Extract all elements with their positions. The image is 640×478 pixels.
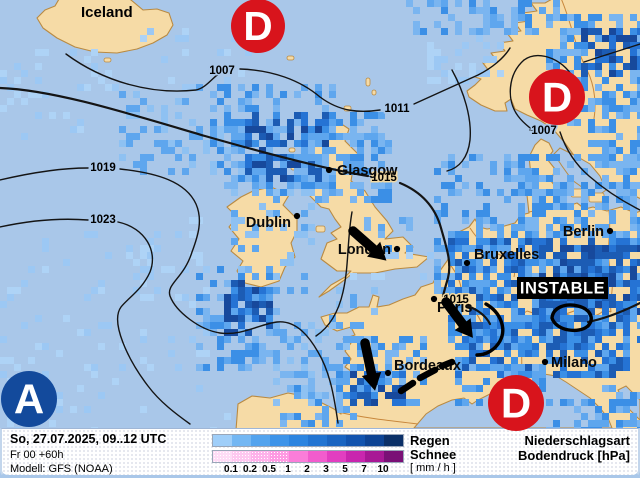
scale-tick-7: 7 [361, 464, 367, 475]
city-dublin: Dublin [246, 212, 301, 231]
snow-scale-segment [384, 451, 403, 462]
scale-tick-labels: 0.1 0.2 0.5 1 2 3 5 7 10 [212, 464, 404, 477]
city-name-milano: Milano [551, 355, 597, 371]
rain-scale-segment [232, 435, 251, 446]
snow-scale-segment [308, 451, 327, 462]
rain-caption: Regen [410, 432, 450, 448]
legend-run-info: So, 27.07.2025, 09..12 UTC Fr 00 +60h Mo… [10, 432, 166, 477]
isobars-layer [0, 43, 640, 425]
scale-unit: [ mm / h ] [410, 461, 456, 474]
city-dot-paris [430, 295, 438, 303]
motion-arrow-3 [360, 338, 382, 391]
scale-tick-1: 1 [285, 464, 291, 475]
scale-tick-0.1: 0.1 [224, 464, 238, 475]
rain-scale-segment [213, 435, 232, 446]
hand-annotations: INSTABLE [348, 226, 608, 395]
rain-scale-segment [251, 435, 270, 446]
model-run: Fr 00 +60h [10, 448, 64, 461]
city-dot-milano [541, 358, 549, 366]
rain-scale-segment [308, 435, 327, 446]
scale-tick-10: 10 [377, 464, 389, 475]
city-name-glasgow: Glasgow [337, 163, 398, 179]
scale-tick-2: 2 [304, 464, 310, 475]
city-dot-bordeaux [384, 369, 392, 377]
precip-type-title: Niederschlagsart [524, 433, 631, 448]
snow-scale-segment [213, 451, 232, 462]
precipitation-scale: 0.1 0.2 0.5 1 2 3 5 7 10 [212, 434, 404, 477]
city-milano: Milano [541, 355, 597, 371]
isobar-value-1023-5: 1023 [90, 214, 116, 226]
city-dot-bruxelles [463, 259, 471, 267]
rain-color-scale [212, 434, 404, 447]
model-name: Modell: GFS (NOAA) [10, 463, 113, 476]
city-berlin: Berlin [563, 224, 614, 240]
city-name-berlin: Berlin [563, 224, 604, 240]
motion-arrow-2 [441, 297, 473, 338]
city-dot-berlin [606, 227, 614, 235]
isobar-value-1015-2: 1015 [371, 172, 397, 184]
isobar-value-1011-1: 1011 [385, 103, 411, 115]
snow-scale-segment [327, 451, 346, 462]
scale-tick-0.5: 0.5 [262, 464, 276, 475]
rain-scale-segment [270, 435, 289, 446]
snow-color-scale [212, 450, 404, 463]
snow-scale-segment [232, 451, 251, 462]
front-dash [438, 358, 456, 370]
region-label-iceland: Iceland [81, 4, 133, 21]
scale-captions: Regen Schnee [ mm / h ] [410, 433, 456, 475]
city-glasgow: Glasgow [325, 163, 398, 179]
snow-scale-segment [270, 451, 289, 462]
scale-tick-3: 3 [323, 464, 329, 475]
snow-scale-segment [365, 451, 384, 462]
rain-scale-segment [289, 435, 308, 446]
front-dash [397, 379, 417, 395]
isobar-value-1007-6: 1007 [531, 125, 557, 137]
legend-titles: Niederschlagsart Bodendruck [hPa] [518, 433, 630, 464]
motion-arrow-1 [348, 226, 387, 261]
scale-tick-0.2: 0.2 [243, 464, 257, 475]
isobar-value-1019-4: 1019 [90, 162, 116, 174]
city-dot-london [393, 245, 401, 253]
valid-datetime: So, 27.07.2025, 09..12 UTC [10, 432, 167, 446]
rain-scale-segment [365, 435, 384, 446]
scale-tick-5: 5 [342, 464, 348, 475]
city-dot-glasgow [325, 166, 333, 174]
snow-scale-segment [251, 451, 270, 462]
city-bruxelles: Bruxelles [463, 247, 539, 267]
snow-scale-segment [346, 451, 365, 462]
snow-scale-segment [289, 451, 308, 462]
city-name-bruxelles: Bruxelles [474, 247, 539, 263]
pressure-title: Bodendruck [hPa] [518, 448, 630, 464]
rain-scale-segment [327, 435, 346, 446]
snow-caption: Schnee [410, 446, 457, 462]
instability-label: INSTABLE [517, 277, 608, 299]
isobar-value-1007-0: 1007 [209, 65, 235, 77]
svg-text:INSTABLE: INSTABLE [520, 280, 605, 298]
rain-scale-segment [384, 435, 403, 446]
legend-bar: So, 27.07.2025, 09..12 UTC Fr 00 +60h Mo… [0, 428, 640, 478]
city-dot-dublin [293, 212, 301, 220]
front-dash [416, 366, 439, 382]
rain-scale-segment [346, 435, 365, 446]
city-name-dublin: Dublin [246, 215, 291, 231]
